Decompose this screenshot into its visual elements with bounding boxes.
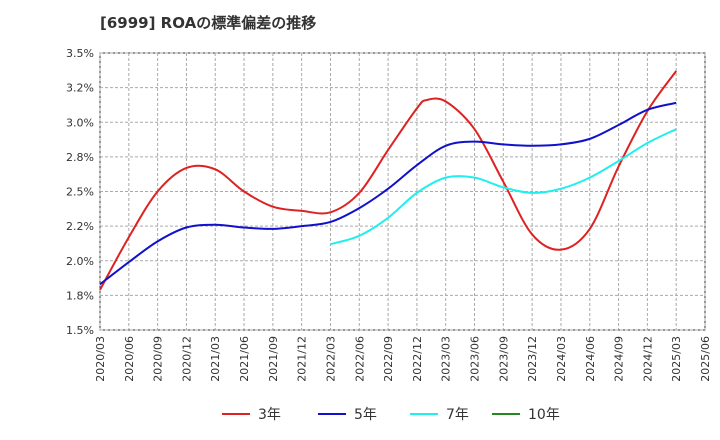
series-line-2 [99, 101, 677, 286]
legend-label: 3年 [258, 407, 281, 423]
y-tick-label: 2.2% [66, 220, 94, 233]
y-tick-label: 3.5% [66, 47, 94, 60]
x-tick-label: 2022/12 [411, 336, 424, 382]
y-tick-label: 2.0% [66, 255, 94, 268]
y-tick-label: 1.8% [66, 289, 94, 302]
x-tick-label: 2025/03 [670, 336, 683, 382]
x-tick-label: 2023/03 [440, 336, 453, 382]
x-tick-label: 2020/03 [94, 336, 107, 382]
legend-label: 10年 [528, 407, 560, 423]
x-tick-label: 2020/12 [180, 336, 193, 382]
x-tick-label: 2021/06 [238, 336, 251, 382]
legend-label: 5年 [354, 407, 377, 423]
x-tick-label: 2022/06 [353, 336, 366, 382]
x-tick-label: 2024/03 [555, 336, 568, 382]
legend-label: 7年 [446, 407, 469, 423]
x-tick-label: 2024/12 [641, 336, 654, 382]
y-tick-label: 3.2% [66, 82, 94, 95]
x-tick-label: 2024/09 [613, 336, 626, 382]
x-axis-ticks: 2020/03 2020/06 2020/09 2020/12 2021/03 2021/… [94, 336, 712, 382]
x-tick-label: 2020/06 [123, 336, 136, 382]
x-tick-label: 2025/06 [699, 336, 712, 382]
x-tick-label: 2022/09 [382, 336, 395, 382]
x-tick-label: 2023/09 [497, 336, 510, 382]
legend: 3年 5年 7年 10年 [222, 407, 560, 423]
y-tick-label: 3.0% [66, 116, 94, 129]
x-tick-label: 2021/12 [296, 336, 309, 382]
chart-title: [6999] ROAの標準偏差の推移 [100, 14, 317, 32]
y-tick-label: 2.8% [66, 151, 94, 164]
series-layer [99, 70, 678, 291]
x-tick-label: 2023/06 [469, 336, 482, 382]
series-line-1 [99, 70, 678, 291]
y-axis-ticks: 1.5% 1.8% 2.0% 2.2% 2.5% 2.8% 3.0% 3.2% 3.5% [66, 47, 94, 337]
x-tick-label: 2021/03 [209, 336, 222, 382]
series-line-3 [330, 128, 677, 246]
x-tick-label: 2021/09 [267, 336, 280, 382]
y-tick-label: 2.5% [66, 186, 94, 199]
x-tick-label: 2023/12 [526, 336, 539, 382]
x-tick-label: 2020/09 [152, 336, 165, 382]
x-tick-label: 2024/06 [584, 336, 597, 382]
y-tick-label: 1.5% [66, 324, 94, 337]
x-tick-label: 2022/03 [324, 336, 337, 382]
